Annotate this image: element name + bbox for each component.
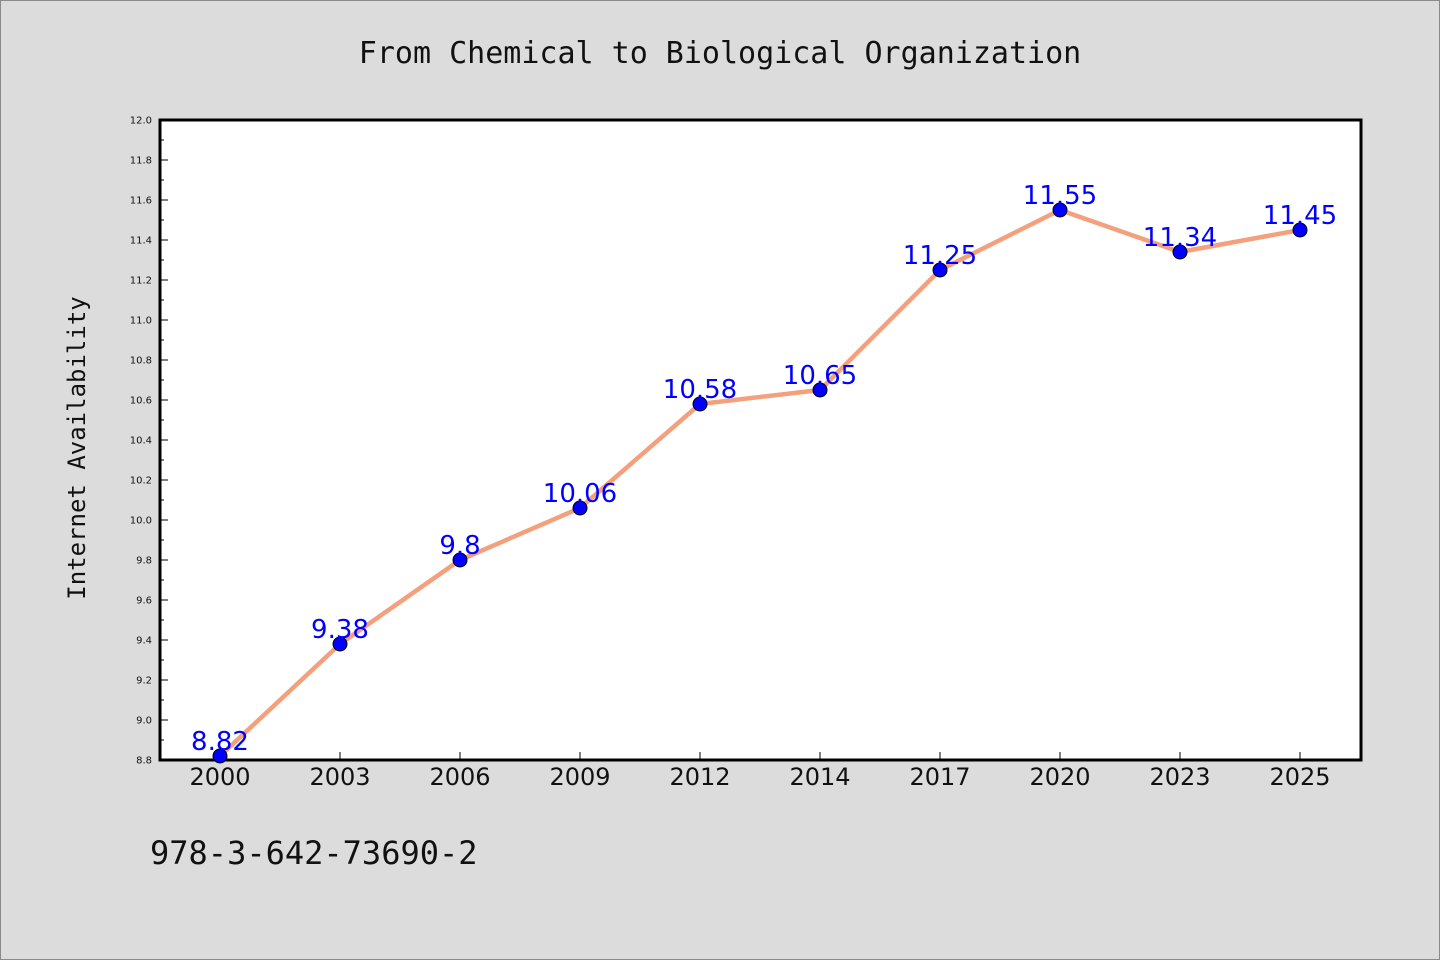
data-point (572, 500, 588, 516)
data-label: 11.55 (1023, 181, 1097, 211)
chart-title: From Chemical to Biological Organization (359, 36, 1081, 71)
y-tick-label: 11.4 (130, 236, 152, 247)
data-point (332, 636, 348, 652)
data-point (1172, 244, 1188, 260)
y-tick-label: 11.6 (130, 196, 152, 207)
y-axis-label: Internet Availability (63, 296, 91, 599)
x-tick-label: 2017 (909, 763, 970, 791)
data-label: 10.58 (663, 375, 737, 405)
series-line (217, 207, 1303, 759)
data-label: 11.45 (1263, 201, 1337, 231)
footer-code: 978-3-642-73690-2 (150, 834, 478, 872)
y-tick-label: 9.2 (136, 676, 152, 687)
data-label: 11.25 (903, 241, 977, 271)
data-point (452, 552, 468, 568)
data-label: 11.34 (1143, 223, 1217, 253)
y-tick-label: 12.0 (130, 116, 152, 127)
data-label: 9.8 (439, 531, 480, 561)
data-point (1292, 222, 1308, 238)
y-tick-label: 11.0 (130, 316, 152, 327)
x-tick-label: 2003 (309, 763, 370, 791)
data-point (212, 748, 228, 764)
x-tick-label: 2000 (189, 763, 250, 791)
x-axis: 2000 2003 2006 2009 2012 2014 2017 2020 2023 2025 (189, 752, 1331, 791)
data-point (812, 382, 828, 398)
x-tick-label: 2014 (789, 763, 850, 791)
series-layer: 8.82 9.38 9.8 10.06 10.58 10.65 11.25 11.55 11.3… (191, 181, 1337, 764)
y-axis: 8.8 9.0 9.2 9.4 9.6 9.8 10.0 10.2 10.4 10.6 10.8 11… (130, 116, 168, 767)
x-tick-label: 2020 (1029, 763, 1090, 791)
y-tick-label: 9.8 (136, 556, 152, 567)
y-tick-label: 9.0 (136, 716, 152, 727)
data-label: 10.06 (543, 479, 617, 509)
y-tick-label: 10.0 (130, 516, 152, 527)
data-label: 8.82 (191, 727, 249, 757)
data-point (692, 396, 708, 412)
y-tick-label: 11.8 (130, 156, 152, 167)
y-tick-label: 9.6 (136, 596, 152, 607)
plot-area (158, 118, 1363, 762)
x-tick-label: 2006 (429, 763, 490, 791)
y-tick-label: 8.8 (136, 756, 152, 767)
y-tick-label: 10.4 (130, 436, 152, 447)
y-tick-label: 10.2 (130, 476, 152, 487)
x-tick-label: 2009 (549, 763, 610, 791)
y-tick-label: 9.4 (136, 636, 152, 647)
x-tick-label: 2012 (669, 763, 730, 791)
x-tick-label: 2025 (1269, 763, 1330, 791)
x-tick-label: 2023 (1149, 763, 1210, 791)
data-point (1052, 202, 1068, 218)
data-label: 9.38 (311, 615, 369, 645)
y-tick-label: 10.6 (130, 396, 152, 407)
data-label: 10.65 (783, 361, 857, 391)
y-tick-label: 11.2 (130, 276, 152, 287)
data-point (932, 262, 948, 278)
y-tick-label: 10.8 (130, 356, 152, 367)
